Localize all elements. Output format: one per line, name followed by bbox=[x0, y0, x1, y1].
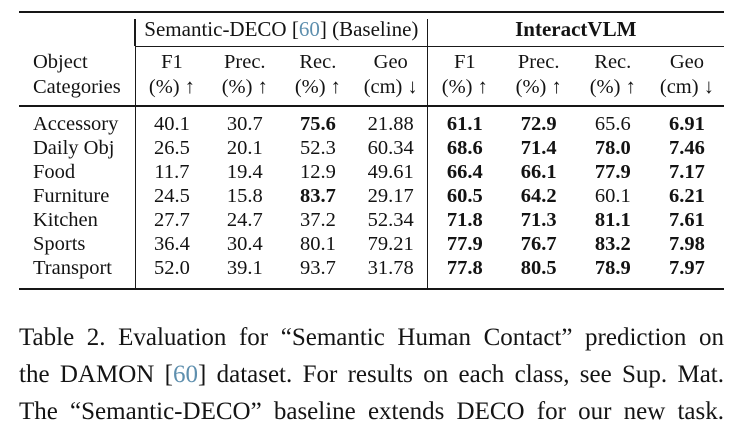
value-cell: 26.5 bbox=[134, 136, 209, 160]
value-cell: 49.61 bbox=[367, 161, 414, 183]
value-cell: 40.1 bbox=[134, 106, 209, 136]
table-row: Accessory 40.1 30.7 75.6 21.88 61.1 72.9 65.6 6.… bbox=[19, 106, 724, 136]
table-row: Daily Obj 26.5 20.1 52.3 60.34 68.6 71.4 78.0 7.… bbox=[19, 136, 724, 160]
value-cell: 83.7 bbox=[299, 185, 336, 207]
column-header-geo-baseline: Geo (cm) ↓ bbox=[354, 46, 428, 107]
value-cell: 52.0 bbox=[134, 256, 209, 289]
value-cell: 7.46 bbox=[668, 137, 705, 159]
value-cell: 77.9 bbox=[594, 161, 631, 183]
value-cell: 30.7 bbox=[226, 113, 263, 135]
column-header-f1-interactvlm: F1 (%) ↑ bbox=[427, 46, 502, 107]
value-cell: 71.4 bbox=[520, 137, 557, 159]
citation-link-60[interactable]: 60 bbox=[298, 17, 320, 41]
value-cell: 60.5 bbox=[427, 184, 502, 208]
caption-line-2-pre: the DAMON [ bbox=[19, 361, 173, 388]
value-cell: 6.91 bbox=[668, 113, 705, 135]
value-cell: 76.7 bbox=[520, 233, 557, 255]
category-cell: Transport bbox=[33, 257, 112, 279]
table-row: Kitchen 27.7 24.7 37.2 52.34 71.8 71.3 81.1 7.61 bbox=[19, 208, 724, 232]
value-cell: 31.78 bbox=[367, 257, 414, 279]
value-cell: 24.5 bbox=[134, 184, 209, 208]
value-cell: 7.98 bbox=[668, 233, 705, 255]
value-cell: 15.8 bbox=[226, 185, 263, 207]
value-cell: 11.7 bbox=[134, 160, 209, 184]
value-cell: 77.8 bbox=[427, 256, 502, 289]
category-cell: Daily Obj bbox=[33, 137, 115, 159]
value-cell: 80.1 bbox=[299, 233, 336, 255]
results-body: Accessory 40.1 30.7 75.6 21.88 61.1 72.9 65.6 6.… bbox=[19, 106, 724, 289]
value-cell: 71.3 bbox=[520, 209, 557, 231]
value-cell: 39.1 bbox=[226, 257, 263, 279]
value-cell: 30.4 bbox=[226, 233, 263, 255]
group-header-row: Semantic-DECO [60] (Baseline) InteractVL… bbox=[19, 12, 724, 47]
object-categories-line1: Object bbox=[33, 50, 88, 73]
value-cell: 81.1 bbox=[594, 209, 631, 231]
group-label-baseline-post: ] (Baseline) bbox=[319, 17, 419, 41]
value-cell: 60.1 bbox=[594, 185, 631, 207]
value-cell: 7.17 bbox=[668, 161, 705, 183]
value-cell: 21.88 bbox=[367, 113, 414, 135]
value-cell: 77.9 bbox=[427, 232, 502, 256]
value-cell: 60.34 bbox=[367, 137, 414, 159]
category-cell: Kitchen bbox=[33, 209, 98, 231]
paper-table-figure: Semantic-DECO [60] (Baseline) InteractVL… bbox=[0, 11, 742, 442]
value-cell: 68.6 bbox=[427, 136, 502, 160]
category-cell: Sports bbox=[33, 233, 86, 255]
table-row: Transport 52.0 39.1 93.7 31.78 77.8 80.5 78.9 7.… bbox=[19, 256, 724, 289]
column-header-f1-baseline: F1 (%) ↑ bbox=[134, 46, 209, 107]
value-cell: 93.7 bbox=[299, 257, 336, 279]
results-table: Semantic-DECO [60] (Baseline) InteractVL… bbox=[19, 11, 724, 290]
value-cell: 7.61 bbox=[668, 209, 705, 231]
citation-link-60-caption[interactable]: 60 bbox=[172, 361, 198, 388]
value-cell: 65.6 bbox=[594, 113, 631, 135]
column-header-prec-baseline: Prec. (%) ↑ bbox=[208, 46, 282, 107]
value-cell: 78.9 bbox=[594, 257, 631, 279]
value-cell: 36.4 bbox=[134, 232, 209, 256]
caption-line-3: The “Semantic-DECO” baseline extends DEC… bbox=[19, 398, 724, 425]
group-header-semantic-deco: Semantic-DECO [60] (Baseline) bbox=[134, 12, 428, 47]
value-cell: 79.21 bbox=[367, 233, 414, 255]
value-cell: 6.21 bbox=[668, 185, 705, 207]
column-header-prec-interactvlm: Prec. (%) ↑ bbox=[501, 46, 576, 107]
value-cell: 80.5 bbox=[520, 257, 557, 279]
value-cell: 71.8 bbox=[427, 208, 502, 232]
value-cell: 27.7 bbox=[134, 208, 209, 232]
category-cell: Food bbox=[33, 161, 76, 183]
value-cell: 12.9 bbox=[299, 161, 336, 183]
value-cell: 66.4 bbox=[427, 160, 502, 184]
table-caption: Table 2. Evaluation for “Semantic Human … bbox=[19, 319, 724, 430]
value-cell: 19.4 bbox=[226, 161, 263, 183]
value-cell: 37.2 bbox=[299, 209, 336, 231]
value-cell: 78.0 bbox=[594, 137, 631, 159]
value-cell: 83.2 bbox=[594, 233, 631, 255]
corner-spacer bbox=[19, 12, 135, 47]
value-cell: 61.1 bbox=[427, 106, 502, 136]
value-cell: 75.6 bbox=[299, 113, 336, 135]
value-cell: 72.9 bbox=[520, 113, 557, 135]
metric-header-row: Object Categories F1 (%) ↑ Prec. (%) ↑ Rec… bbox=[19, 46, 724, 107]
value-cell: 64.2 bbox=[520, 185, 557, 207]
category-cell: Furniture bbox=[33, 185, 110, 207]
category-cell: Accessory bbox=[33, 113, 119, 135]
column-header-rec-interactvlm: Rec. (%) ↑ bbox=[575, 46, 650, 107]
value-cell: 52.34 bbox=[367, 209, 414, 231]
object-categories-line2: Categories bbox=[33, 75, 121, 98]
value-cell: 52.3 bbox=[299, 137, 336, 159]
table-row: Sports 36.4 30.4 80.1 79.21 77.9 76.7 83.2 7.98 bbox=[19, 232, 724, 256]
column-header-rec-baseline: Rec. (%) ↑ bbox=[281, 46, 355, 107]
group-header-interactvlm: InteractVLM bbox=[426, 12, 724, 47]
table-row: Furniture 24.5 15.8 83.7 29.17 60.5 64.2 60.1 6.… bbox=[19, 184, 724, 208]
object-categories-header: Object Categories bbox=[19, 46, 136, 107]
table-row: Food 11.7 19.4 12.9 49.61 66.4 66.1 77.9 7.17 bbox=[19, 160, 724, 184]
value-cell: 24.7 bbox=[226, 209, 263, 231]
value-cell: 66.1 bbox=[520, 161, 557, 183]
value-cell: 7.97 bbox=[668, 257, 705, 279]
value-cell: 29.17 bbox=[367, 185, 414, 207]
column-header-geo-interactvlm: Geo (cm) ↓ bbox=[649, 46, 724, 107]
caption-line-2-post: ] dataset. For results on each class, se… bbox=[197, 361, 724, 388]
caption-line-1: Table 2. Evaluation for “Semantic Human … bbox=[19, 324, 724, 351]
group-label-baseline-pre: Semantic-DECO [ bbox=[144, 17, 299, 41]
caption-line-2: the DAMON [60] dataset. For results on e… bbox=[19, 356, 724, 393]
value-cell: 20.1 bbox=[226, 137, 263, 159]
